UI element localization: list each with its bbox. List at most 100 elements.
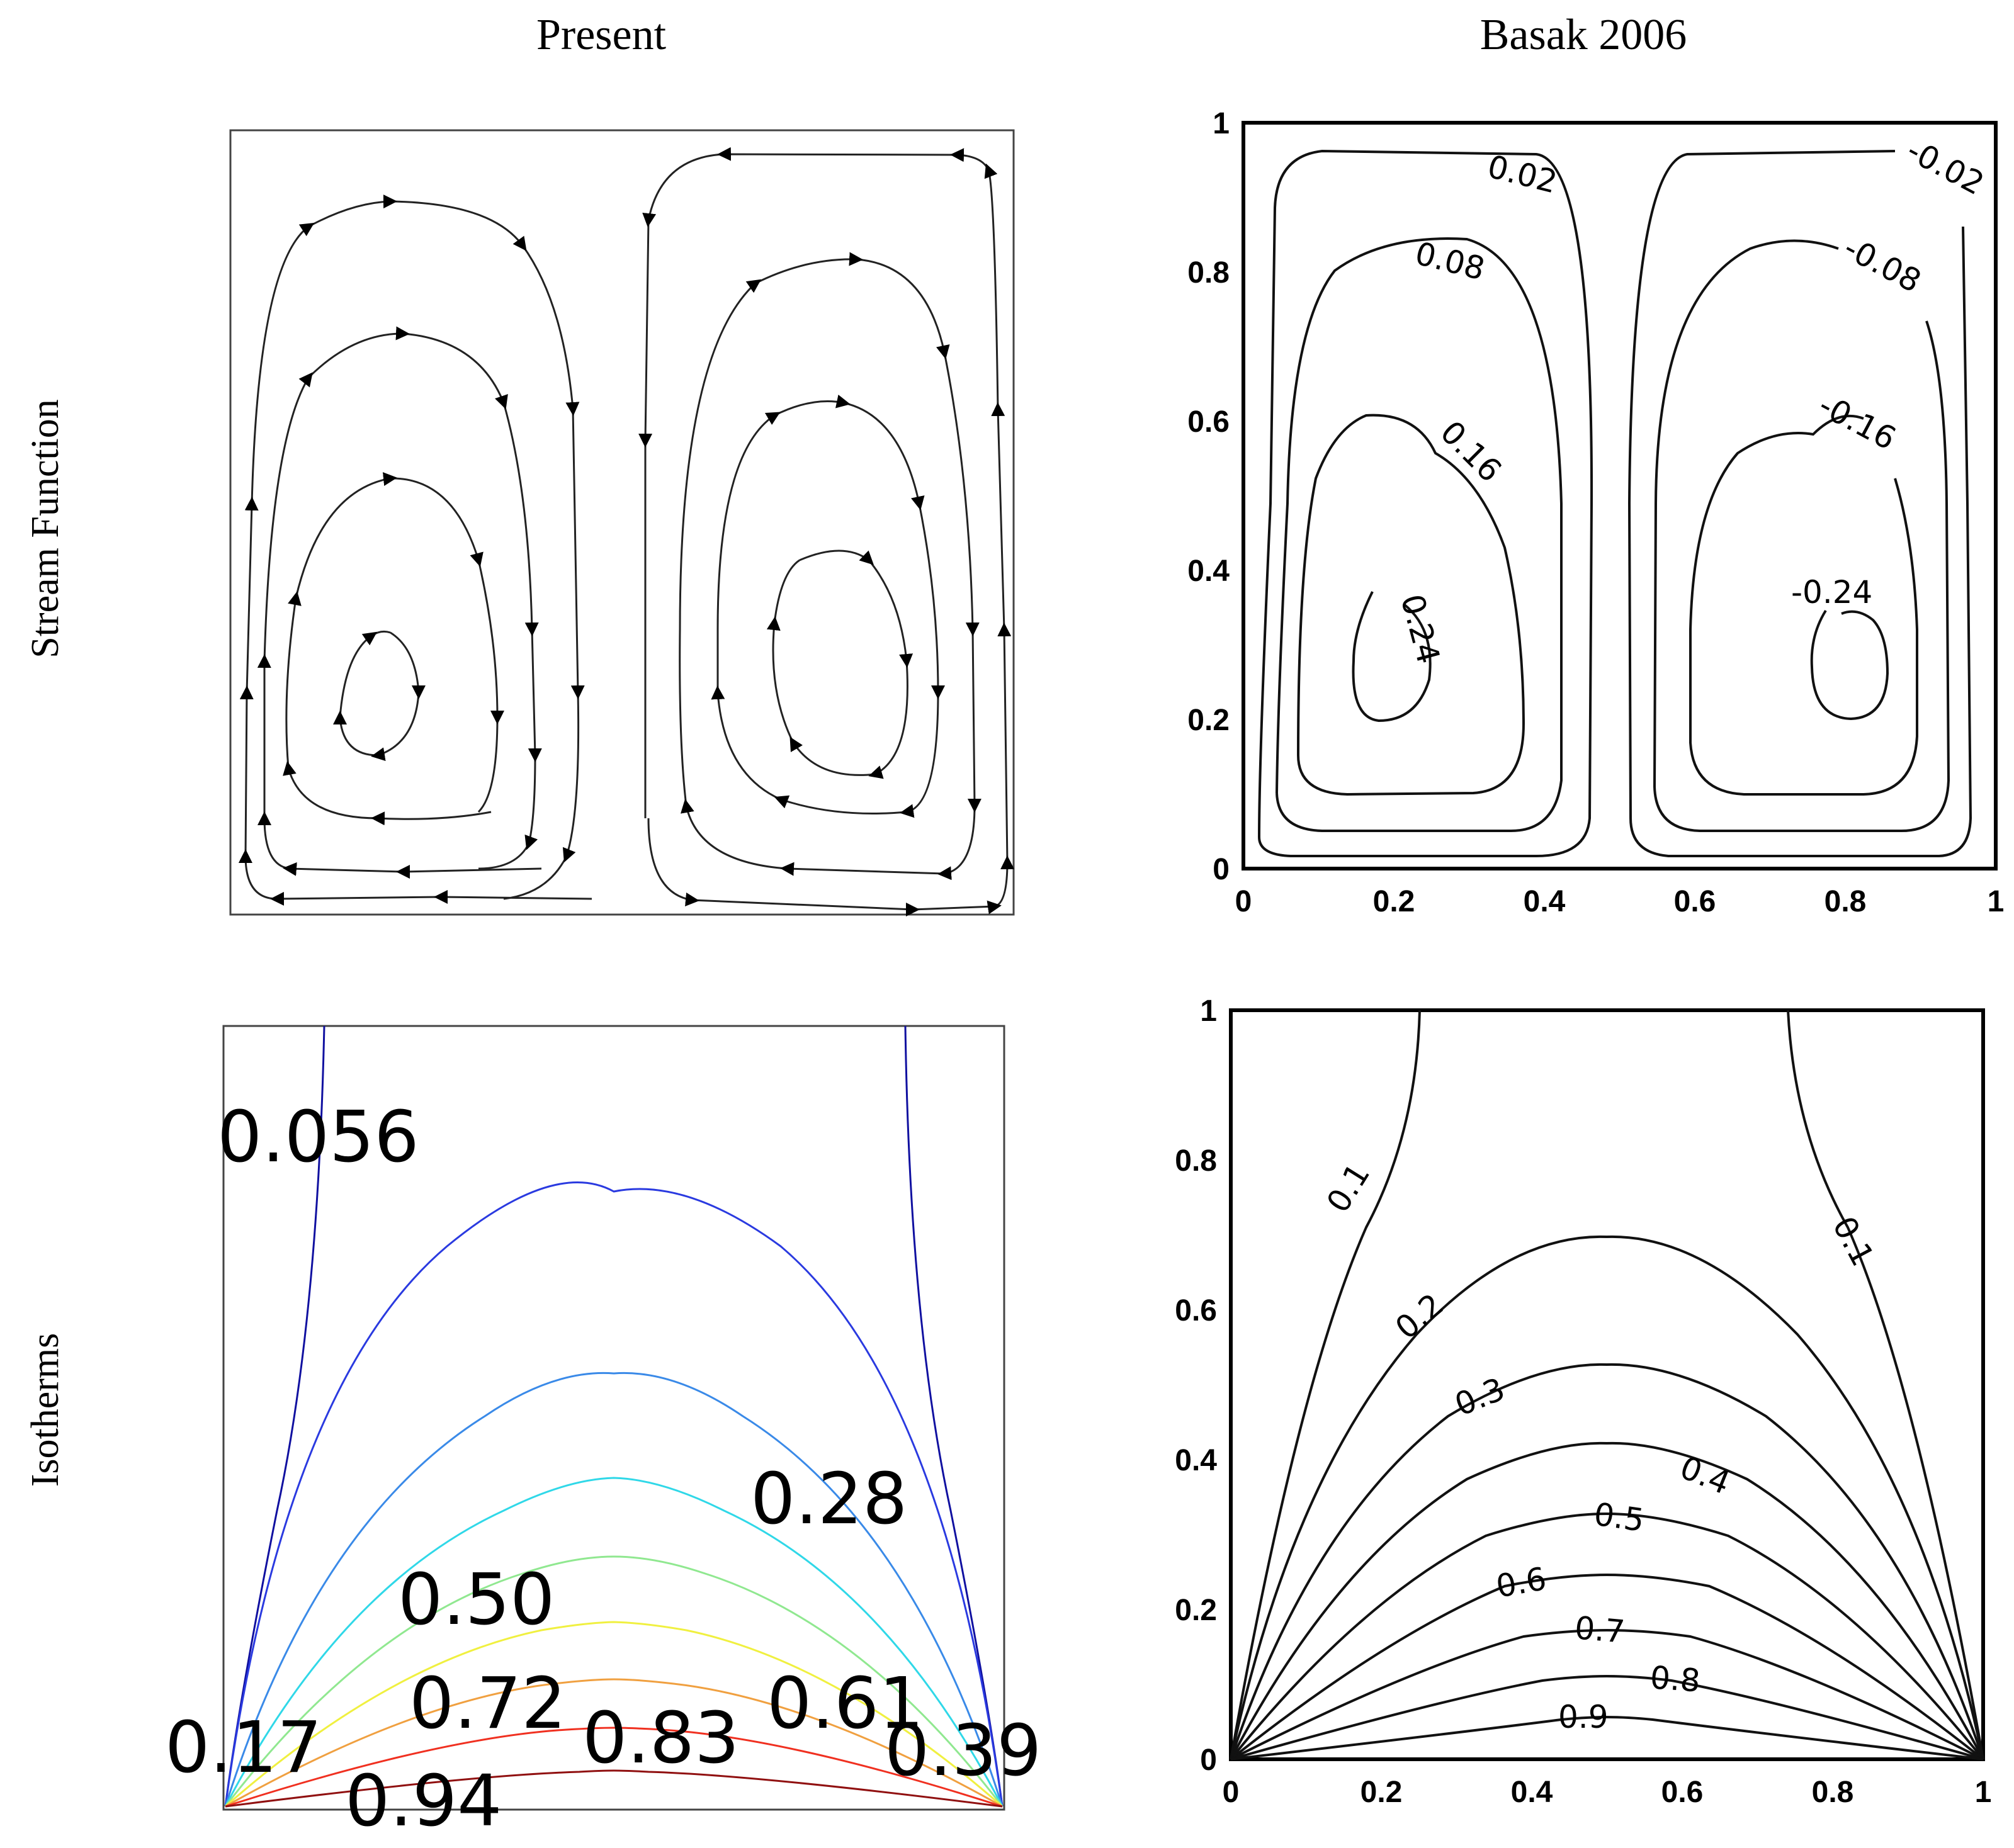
x-tick-label: 0.2 xyxy=(1361,1776,1403,1809)
basak-contour-0.08-left xyxy=(1276,237,1563,832)
isotherm-label: 0.50 xyxy=(398,1559,555,1641)
basak-isotherm-0.8 xyxy=(1230,1674,1984,1761)
isotherm-label: 0.1 xyxy=(1320,1157,1377,1219)
isotherm-label: 0.94 xyxy=(345,1761,502,1842)
y-tick-label: 0.8 xyxy=(1175,1144,1217,1178)
basak-stream-panel: 00.20.40.60.81 0 0.2 0.4 0.6 0.8 1 0.02 0.08 … xyxy=(1187,107,2004,918)
basak-isotherms-frame xyxy=(1229,1008,1985,1761)
basak-stream-contours xyxy=(1258,149,1972,857)
isotherm-label: 0.39 xyxy=(885,1710,1041,1792)
streamline-right-outer xyxy=(638,147,1015,916)
isotherm-label: 0.61 xyxy=(767,1663,924,1745)
x-tick-label: 1 xyxy=(1988,885,2005,918)
x-tick-label: 0.8 xyxy=(1824,885,1867,918)
isotherm-label: 0.72 xyxy=(409,1663,566,1745)
isotherm-0.28 xyxy=(224,1372,1004,1807)
streamline-left-inner xyxy=(333,630,426,762)
present-stream-lines xyxy=(238,147,1015,916)
isotherm-0.50 xyxy=(224,1555,1004,1807)
y-tick-label: 0.4 xyxy=(1187,555,1230,588)
basak-isotherms-labels: 0.1 0.1 0.2 0.3 0.4 0.5 0.6 0.7 0.8 0.9 xyxy=(1320,1157,1881,1735)
isotherm-0.72 xyxy=(225,1678,1003,1808)
basak-stream-y-ticks: 0 0.2 0.4 0.6 0.8 1 xyxy=(1187,107,1230,886)
contour-label: -0.02 xyxy=(1901,132,1989,202)
contour-label: 0.16 xyxy=(1434,414,1509,489)
basak-isotherm-0.7 xyxy=(1230,1628,1984,1761)
y-tick-label: 0.2 xyxy=(1175,1594,1217,1627)
isotherm-label: 0.9 xyxy=(1558,1699,1609,1735)
basak-contour-neg0.16 xyxy=(1689,414,1918,796)
isotherm-label: 0.6 xyxy=(1493,1560,1549,1605)
isotherm-0.94 xyxy=(225,1769,1003,1808)
row-title-isotherms: Isotherms xyxy=(24,1333,67,1487)
isotherm-label: 0.5 xyxy=(1592,1496,1646,1539)
y-tick-label: 0.4 xyxy=(1175,1444,1217,1477)
present-isotherms-labels: 0.056 0.28 0.50 0.72 0.83 0.61 0.17 0.39… xyxy=(165,1096,1041,1842)
column-title-basak: Basak 2006 xyxy=(1480,11,1687,59)
basak-isotherms-panel: 0 0.2 0.4 0.6 0.8 1 0 0.2 0.4 0.6 0.8 1 0.1 0.1 0.… xyxy=(1175,994,1991,1809)
y-tick-label: 0 xyxy=(1200,1744,1217,1777)
present-isotherms-contours xyxy=(224,1025,1004,1808)
basak-contour-neg0.24 xyxy=(1810,609,1889,721)
isotherm-label: 0.7 xyxy=(1573,1609,1626,1650)
isotherm-0.61 xyxy=(225,1621,1003,1808)
y-tick-label: 0.6 xyxy=(1175,1294,1217,1327)
x-tick-label: 0 xyxy=(1235,885,1252,918)
present-isotherms-frame xyxy=(222,1025,1005,1811)
streamline-left-2 xyxy=(257,326,542,879)
x-tick-label: 0.2 xyxy=(1373,885,1415,918)
present-isotherms-panel: 0.056 0.28 0.50 0.72 0.83 0.61 0.17 0.39… xyxy=(165,1025,1041,1842)
basak-isotherms-y-ticks: 0 0.2 0.4 0.6 0.8 1 xyxy=(1175,994,1217,1777)
basak-isotherm-0.5 xyxy=(1230,1512,1984,1761)
streamline-right-inner xyxy=(766,549,914,779)
x-tick-label: 0.6 xyxy=(1674,885,1716,918)
isotherm-label: 0.1 xyxy=(1825,1210,1881,1271)
contour-label: 0.02 xyxy=(1484,148,1561,200)
isotherm-label: 0.28 xyxy=(750,1458,907,1540)
column-title-present: Present xyxy=(536,11,667,59)
row-title-stream-function: Stream Function xyxy=(24,399,67,658)
basak-isotherm-0.9 xyxy=(1230,1715,1984,1761)
streamline-right-2 xyxy=(679,252,982,881)
y-tick-label: 1 xyxy=(1200,994,1217,1028)
isotherm-0.17 xyxy=(224,1181,1004,1807)
basak-isotherm-0.3 xyxy=(1230,1363,1984,1760)
isotherm-0.83 xyxy=(225,1727,1003,1808)
present-stream-panel xyxy=(229,129,1015,916)
contour-label: -0.08 xyxy=(1838,229,1926,300)
basak-contour-0.02 xyxy=(1258,149,1593,857)
contour-label: 0.24 xyxy=(1393,590,1447,668)
isotherm-label: 0.3 xyxy=(1450,1371,1510,1424)
basak-contour-neg0.02 xyxy=(1627,150,1972,857)
basak-isotherm-0.2 xyxy=(1230,1235,1984,1760)
y-tick-label: 0.8 xyxy=(1187,256,1230,290)
basak-isotherm-0.4 xyxy=(1230,1441,1984,1760)
basak-isotherm-0.1-left xyxy=(1230,1010,1421,1760)
streamline-left-outer xyxy=(238,194,592,906)
basak-isotherm-0.6 xyxy=(1230,1573,1984,1761)
basak-stream-frame xyxy=(1242,121,1998,870)
basak-isotherms-x-ticks: 0 0.2 0.4 0.6 0.8 1 xyxy=(1223,1776,1992,1809)
y-tick-label: 0 xyxy=(1213,853,1230,886)
x-tick-label: 0.4 xyxy=(1524,885,1566,918)
x-tick-label: 0 xyxy=(1223,1776,1240,1809)
basak-isotherm-0.1-right xyxy=(1787,1010,1984,1760)
streamline-right-3 xyxy=(711,394,946,818)
isotherm-label: 0.056 xyxy=(217,1096,419,1178)
isotherm-label: 0.4 xyxy=(1675,1449,1735,1502)
basak-contour-0.16-left xyxy=(1297,414,1525,796)
isotherm-0.39 xyxy=(224,1477,1004,1807)
y-tick-label: 0.6 xyxy=(1187,405,1230,439)
y-tick-label: 1 xyxy=(1213,107,1230,140)
x-tick-label: 0.8 xyxy=(1812,1776,1854,1809)
basak-contour-0.24-left xyxy=(1352,591,1432,723)
y-tick-label: 0.2 xyxy=(1187,704,1230,737)
x-tick-label: 0.4 xyxy=(1511,1776,1553,1809)
isotherm-label: 0.2 xyxy=(1388,1287,1450,1347)
contour-label: -0.16 xyxy=(1813,386,1901,457)
x-tick-label: 0.6 xyxy=(1661,1776,1704,1809)
isotherm-label: 0.83 xyxy=(582,1698,739,1779)
basak-contour-neg0.08 xyxy=(1653,239,1950,832)
x-tick-label: 1 xyxy=(1975,1776,1992,1809)
